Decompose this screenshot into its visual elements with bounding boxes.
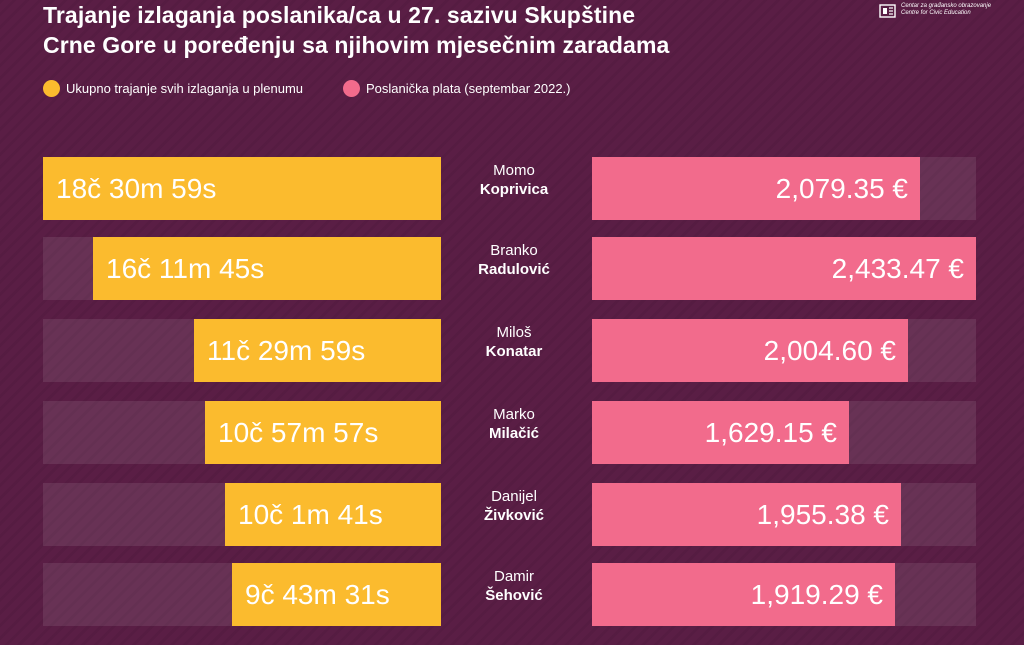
salary-bar-radulović	[592, 237, 976, 300]
cgo-logo: Centar za građansko obrazovanje Centre f…	[879, 3, 991, 19]
salary-label-radulović: 2,433.47 €	[831, 253, 964, 284]
chart-title: Trajanje izlaganja poslanika/ca u 27. sa…	[43, 0, 669, 60]
duration-label-šehović: 9č 43m 31s	[245, 579, 390, 610]
mp-name-koprivica: Momo Koprivica	[444, 161, 584, 199]
mp-first-name: Momo	[493, 162, 535, 179]
legend-salary-swatch	[343, 80, 360, 97]
mp-first-name: Branko	[490, 242, 538, 259]
duration-bar-radulović	[93, 237, 441, 300]
salary-bar-šehović	[592, 563, 895, 626]
duration-bar-živković	[225, 483, 441, 546]
mp-last-name: Radulović	[478, 261, 550, 278]
salary-label-živković: 1,955.38 €	[756, 499, 889, 530]
mp-last-name: Koprivica	[479, 181, 549, 198]
duration-bar-koprivica	[43, 157, 441, 220]
logo-line-2: Centre for Civic Education	[901, 10, 971, 16]
mp-last-name: Živković	[483, 507, 545, 524]
salary-bar-koprivica	[592, 157, 920, 220]
legend-duration-label: Ukupno trajanje svih izlaganja u plenumu	[66, 81, 304, 96]
mp-first-name: Danijel	[491, 488, 537, 505]
salary-bar-konatar	[592, 319, 908, 382]
duration-label-koprivica: 18č 30m 59s	[56, 173, 217, 204]
mp-name-radulović: Branko Radulović	[444, 241, 584, 279]
mp-last-name: Šehović	[485, 587, 543, 604]
title-line-2: Crne Gore u poređenju sa njihovim mjeseč…	[43, 32, 670, 58]
mp-last-name: Milačić	[488, 425, 540, 442]
mp-first-name: Damir	[494, 568, 534, 585]
duration-label-konatar: 11č 29m 59s	[207, 335, 366, 366]
mp-name-konatar: Miloš Konatar	[444, 323, 584, 361]
mp-first-name: Miloš	[496, 324, 532, 341]
duration-bar-milačić	[205, 401, 441, 464]
mp-first-name: Marko	[493, 406, 535, 423]
mp-name-živković: Danijel Živković	[444, 487, 584, 525]
legend-salary: Poslanička plata (septembar 2022.)	[343, 80, 571, 97]
duration-bar-konatar	[194, 319, 441, 382]
logo-text: Centar za građansko obrazovanje Centre f…	[901, 3, 991, 17]
duration-label-milačić: 10č 57m 57s	[218, 417, 379, 448]
salary-label-šehović: 1,919.29 €	[750, 579, 883, 610]
cgo-logo-icon	[879, 4, 896, 18]
legend-salary-label: Poslanička plata (septembar 2022.)	[366, 81, 571, 96]
mp-last-name: Konatar	[485, 343, 543, 360]
salary-label-koprivica: 2,079.35 €	[775, 173, 908, 204]
salary-label-konatar: 2,004.60 €	[763, 335, 896, 366]
mp-name-šehović: Damir Šehović	[444, 567, 584, 605]
mp-name-milačić: Marko Milačić	[444, 405, 584, 443]
legend-duration-swatch	[43, 80, 60, 97]
salary-bar-milačić	[592, 401, 849, 464]
salary-bar-živković	[592, 483, 901, 546]
title-line-1: Trajanje izlaganja poslanika/ca u 27. sa…	[43, 2, 636, 28]
salary-label-milačić: 1,629.15 €	[704, 417, 837, 448]
duration-label-radulović: 16č 11m 45s	[106, 253, 265, 284]
logo-line-1: Centar za građansko obrazovanje	[901, 3, 992, 9]
duration-label-živković: 10č 1m 41s	[238, 499, 383, 530]
duration-bar-šehović	[232, 563, 441, 626]
legend-duration: Ukupno trajanje svih izlaganja u plenumu	[43, 80, 303, 97]
